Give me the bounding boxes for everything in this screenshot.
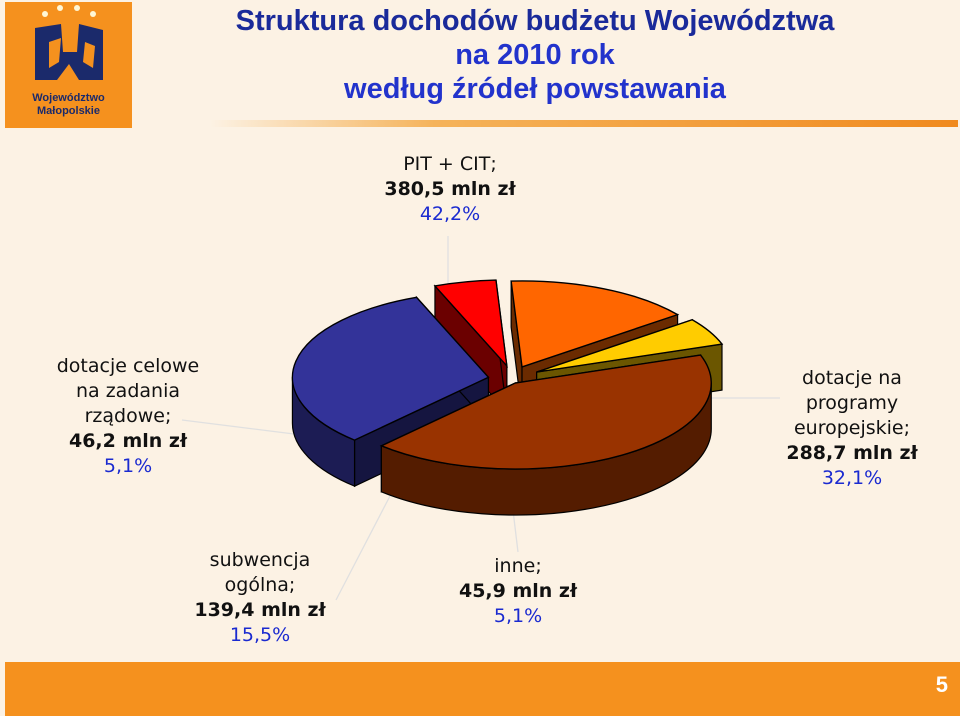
slice-label-subw-name-2: ogólna; bbox=[224, 574, 296, 596]
title-line-3: według źródeł powstawania bbox=[344, 73, 726, 105]
leader-line-subw bbox=[335, 495, 391, 601]
slice-label-eu-name-1: dotacje na bbox=[802, 367, 902, 389]
slice-label-subw-percent: 15,5% bbox=[229, 624, 291, 646]
slice-label-subw-value: 139,4 mln zł bbox=[194, 599, 326, 621]
slice-label-celowe-value: 46,2 mln zł bbox=[68, 430, 188, 452]
slice-label-eu: dotacje na programy europejskie; 288,7 m… bbox=[772, 366, 932, 491]
title-divider bbox=[210, 120, 958, 127]
logo-emblem bbox=[35, 5, 103, 80]
title-line-2: na 2010 rok bbox=[455, 39, 615, 71]
slice-2-top bbox=[291, 296, 490, 441]
logo-text-line2: Małopolskie bbox=[37, 105, 100, 117]
slice-label-celowe-percent: 5,1% bbox=[103, 455, 153, 477]
slice-label-pit-percent: 42,2% bbox=[419, 203, 481, 225]
slice-label-eu-name-2: programy bbox=[805, 392, 899, 414]
slice-3-top bbox=[433, 279, 508, 369]
slice-label-eu-percent: 32,1% bbox=[821, 467, 883, 489]
slice-label-pit: PIT + CIT; 380,5 mln zł 42,2% bbox=[370, 152, 530, 227]
slice-label-celowe-name-2: na zadania bbox=[75, 380, 180, 402]
slice-label-eu-name-3: europejskie; bbox=[793, 417, 911, 439]
slice-label-eu-value: 288,7 mln zł bbox=[786, 442, 918, 464]
page-number: 5 bbox=[935, 672, 948, 697]
slice-label-celowe-name-3: rządowe; bbox=[84, 405, 172, 427]
logo-text: Województwo Małopolskie bbox=[5, 92, 132, 118]
footer-bar: 5 bbox=[5, 662, 960, 716]
page-title: Struktura dochodów budżetu Województwa n… bbox=[150, 4, 920, 106]
slice-5-top bbox=[536, 318, 724, 373]
slice-label-pit-name: PIT + CIT; bbox=[403, 153, 497, 175]
slice-label-inne: inne; 45,9 mln zł 5,1% bbox=[438, 554, 598, 629]
slice-label-subw: subwencja ogólna; 139,4 mln zł 15,5% bbox=[180, 548, 340, 648]
slice-1 bbox=[379, 354, 712, 516]
slice-4-top bbox=[510, 280, 680, 368]
slice-label-pit-value: 380,5 mln zł bbox=[384, 178, 516, 200]
slice-label-inne-value: 45,9 mln zł bbox=[458, 580, 578, 602]
slice-1-top bbox=[379, 354, 712, 470]
slice-label-celowe: dotacje celowe na zadania rządowe; 46,2 … bbox=[40, 354, 216, 479]
logo-text-line1: Województwo bbox=[32, 92, 105, 104]
slice-label-celowe-name-1: dotacje celowe bbox=[56, 355, 200, 377]
slice-label-inne-percent: 5,1% bbox=[493, 605, 543, 627]
slice-label-inne-name: inne; bbox=[494, 555, 542, 577]
logo-wojewodztwo-malopolskie: Województwo Małopolskie bbox=[5, 2, 132, 128]
title-line-1: Struktura dochodów budżetu Województwa bbox=[235, 5, 835, 37]
pie-slices bbox=[291, 279, 724, 516]
slice-label-subw-name-1: subwencja bbox=[209, 549, 311, 571]
